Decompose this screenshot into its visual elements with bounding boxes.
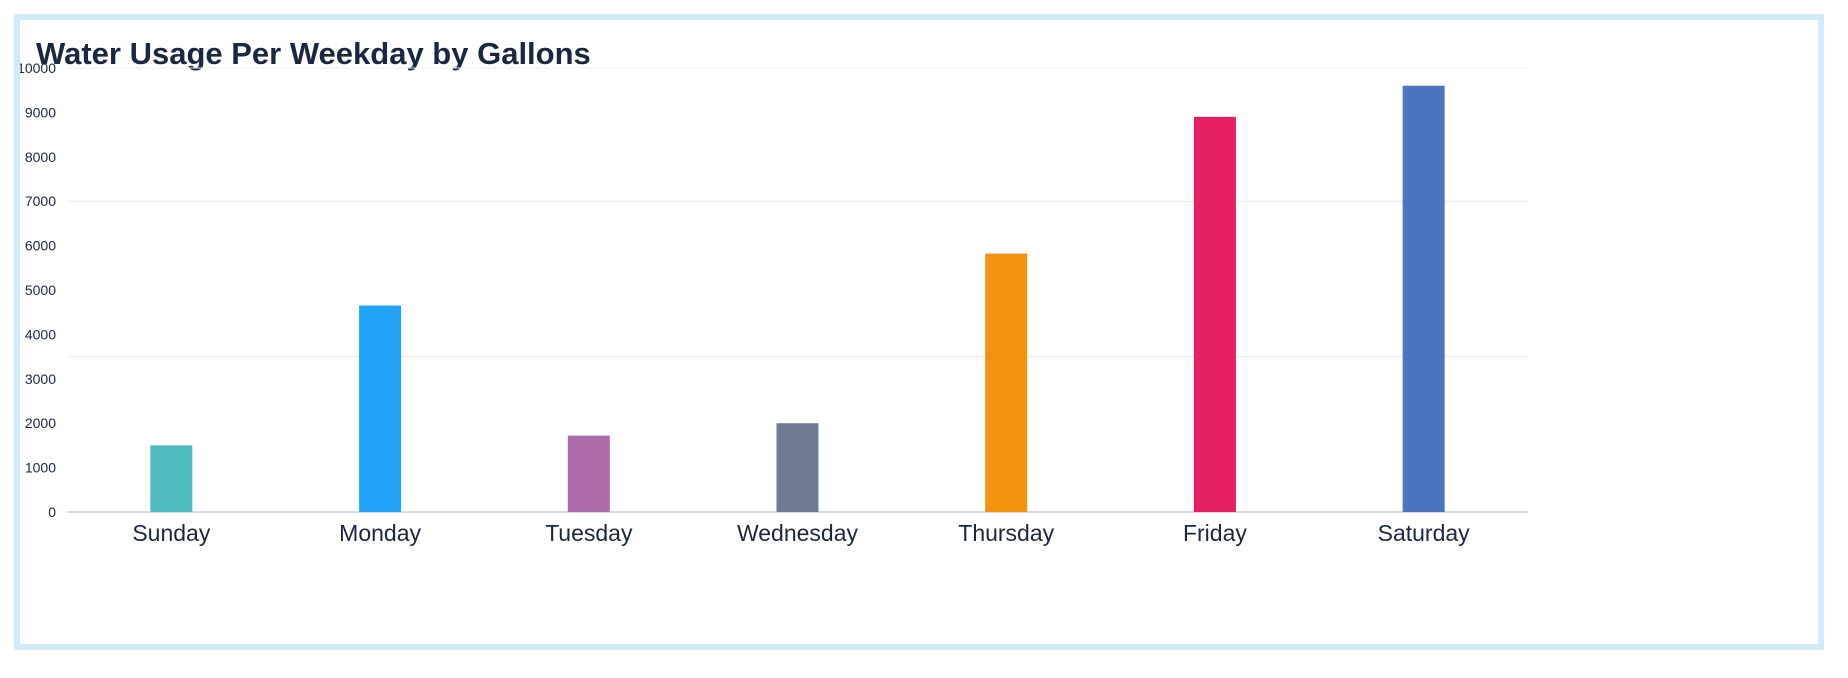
y-tick-label: 4000 <box>25 326 56 342</box>
x-tick-label: Sunday <box>132 520 211 546</box>
y-tick-label: 0 <box>48 504 56 520</box>
y-tick-label: 9000 <box>25 104 56 120</box>
bar-friday[interactable] <box>1193 116 1236 512</box>
chart-title: Water Usage Per Weekday by Gallons <box>36 36 591 71</box>
y-tick-label: 8000 <box>25 149 56 165</box>
chart-card: Water Usage Per Weekday by Gallons 0 1000… <box>14 14 1824 650</box>
y-tick-label: 5000 <box>25 282 56 298</box>
x-tick-label: Saturday <box>1378 520 1471 546</box>
y-tick-label: 3000 <box>25 371 56 387</box>
y-tick-label: 2000 <box>25 415 56 431</box>
bars <box>150 85 1445 513</box>
x-tick-label: Friday <box>1183 520 1247 546</box>
y-axis: 0 1000 2000 3000 4000 5000 6000 7000 8000 9000 100… <box>20 60 56 520</box>
y-tick-label: 6000 <box>25 238 56 254</box>
y-tick-label: 7000 <box>25 193 56 209</box>
y-tick-label: 10000 <box>20 60 56 76</box>
x-tick-label: Wednesday <box>737 520 859 546</box>
bar-thursday[interactable] <box>985 253 1028 513</box>
x-axis: Sunday Monday Tuesday Wednesday Thursday Frid… <box>132 520 1470 546</box>
bar-wednesday[interactable] <box>776 423 819 512</box>
bar-saturday[interactable] <box>1402 85 1445 512</box>
bar-sunday[interactable] <box>150 445 193 512</box>
bar-tuesday[interactable] <box>567 435 610 512</box>
x-tick-label: Thursday <box>958 520 1054 546</box>
x-tick-label: Monday <box>339 520 421 546</box>
y-tick-label: 1000 <box>25 460 56 476</box>
bar-monday[interactable] <box>359 305 402 512</box>
x-tick-label: Tuesday <box>545 520 633 546</box>
bar-chart: 0 1000 2000 3000 4000 5000 6000 7000 8000 9000 100… <box>20 60 1528 546</box>
